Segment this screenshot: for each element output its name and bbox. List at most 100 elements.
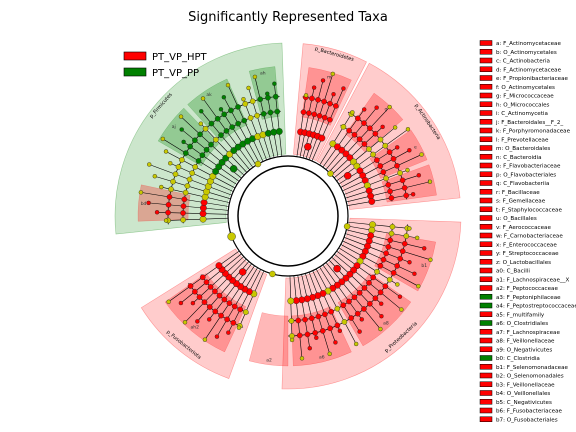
key-label: e: F_Propionibacteriaceae [496, 76, 569, 82]
key-label: b3: F_Veillonellaceae [496, 382, 555, 388]
subclade-label: a6 [319, 354, 325, 360]
taxon-node [397, 294, 403, 299]
branch-line [227, 84, 264, 162]
taxon-node [182, 320, 188, 325]
taxon-node [296, 332, 303, 339]
taxon-node [311, 85, 317, 90]
taxon-node [227, 232, 236, 241]
taxon-node [212, 288, 218, 295]
key-label: q: C_Flavobacteriia [496, 181, 549, 187]
taxon-node [265, 94, 271, 101]
taxon-node [267, 109, 274, 116]
taxon-node [374, 105, 379, 110]
taxon-node [186, 176, 193, 183]
taxon-node [202, 337, 208, 342]
branch-line [301, 274, 317, 338]
phylum-node [229, 165, 238, 173]
subclade-label: ak [206, 92, 212, 98]
taxon-node [327, 116, 333, 123]
taxon-node [327, 325, 333, 332]
taxon-node [372, 295, 379, 302]
taxon-node [230, 320, 237, 326]
taxon-node [178, 300, 184, 306]
branch-line [325, 107, 377, 170]
taxon-node [346, 298, 352, 305]
taxon-node [221, 95, 227, 100]
taxon-node [327, 351, 332, 357]
branch-line [319, 112, 353, 166]
key-label: d: F_Actinomycetaceae [496, 67, 562, 73]
branch-line [180, 253, 242, 304]
taxon-node [218, 312, 224, 319]
taxon-node [374, 268, 380, 275]
phylum-node [333, 264, 341, 273]
taxon-node [181, 139, 186, 145]
taxon-node [427, 179, 433, 184]
key-swatch [479, 241, 493, 247]
key-swatch [479, 206, 493, 212]
taxon-node [180, 210, 186, 216]
taxon-node [379, 301, 384, 306]
taxon-node [361, 120, 367, 126]
taxon-node [386, 276, 393, 283]
key-label: l: F_Prevotellaceae [496, 137, 549, 143]
taxon-node [192, 288, 198, 295]
key-swatch [479, 337, 493, 344]
legend: PT_VP_HPT PT_VP_PP [123, 51, 208, 79]
taxon-node [309, 95, 315, 102]
taxon-node [340, 124, 347, 130]
chart-title: Significantly Represented Taxa [188, 10, 388, 25]
key-swatch [479, 399, 493, 405]
root-ring [227, 155, 349, 277]
taxon-node [395, 145, 400, 150]
taxon-node [315, 97, 321, 103]
key-swatch [479, 57, 493, 64]
taxon-node [197, 131, 203, 138]
key-swatch [479, 267, 493, 274]
taxon-node [316, 113, 323, 119]
taxon-node [387, 104, 392, 110]
branch-line [165, 151, 236, 189]
taxon-node [307, 346, 312, 351]
taxon-node [288, 318, 295, 324]
taxon-node [380, 124, 385, 130]
key-swatch [479, 346, 493, 352]
taxon-node [212, 308, 219, 315]
key-swatch [479, 66, 493, 72]
taxon-node [348, 315, 355, 321]
key-swatch [479, 276, 493, 282]
taxon-node [304, 331, 311, 338]
taxon-node [189, 170, 195, 176]
phylum-node [343, 171, 352, 180]
taxon-node [370, 274, 376, 281]
key-swatch [479, 119, 493, 125]
key-label: b: O_Actinomycetales [496, 50, 557, 56]
taxon-node [372, 130, 379, 137]
key-swatch [479, 224, 493, 230]
taxon-node [203, 279, 210, 286]
taxon-node [183, 150, 189, 156]
branch-line [322, 264, 363, 320]
branch-line [336, 250, 401, 297]
taxon-node [163, 218, 169, 223]
taxon-node [231, 303, 238, 310]
taxon-node [235, 104, 241, 110]
taxon-node [331, 92, 336, 97]
branch-line [201, 111, 250, 170]
taxon-node [154, 210, 160, 215]
taxon-node [328, 308, 335, 315]
subclade-sector [248, 312, 289, 367]
taxon-node [401, 185, 408, 191]
legend-label: PT_VP_PP [152, 68, 199, 79]
subclade-label: g [385, 108, 388, 113]
key-swatch [479, 250, 493, 256]
key-label: g: F_Micrococcaceae [496, 94, 554, 100]
branch-line [311, 88, 344, 162]
taxon-node [300, 109, 307, 115]
taxon-node [252, 74, 258, 80]
key-label: a0: C_Bacilli [496, 269, 530, 275]
taxon-node [218, 107, 224, 112]
taxon-node [351, 131, 358, 138]
taxon-node [319, 328, 326, 334]
key-swatch [479, 92, 493, 99]
